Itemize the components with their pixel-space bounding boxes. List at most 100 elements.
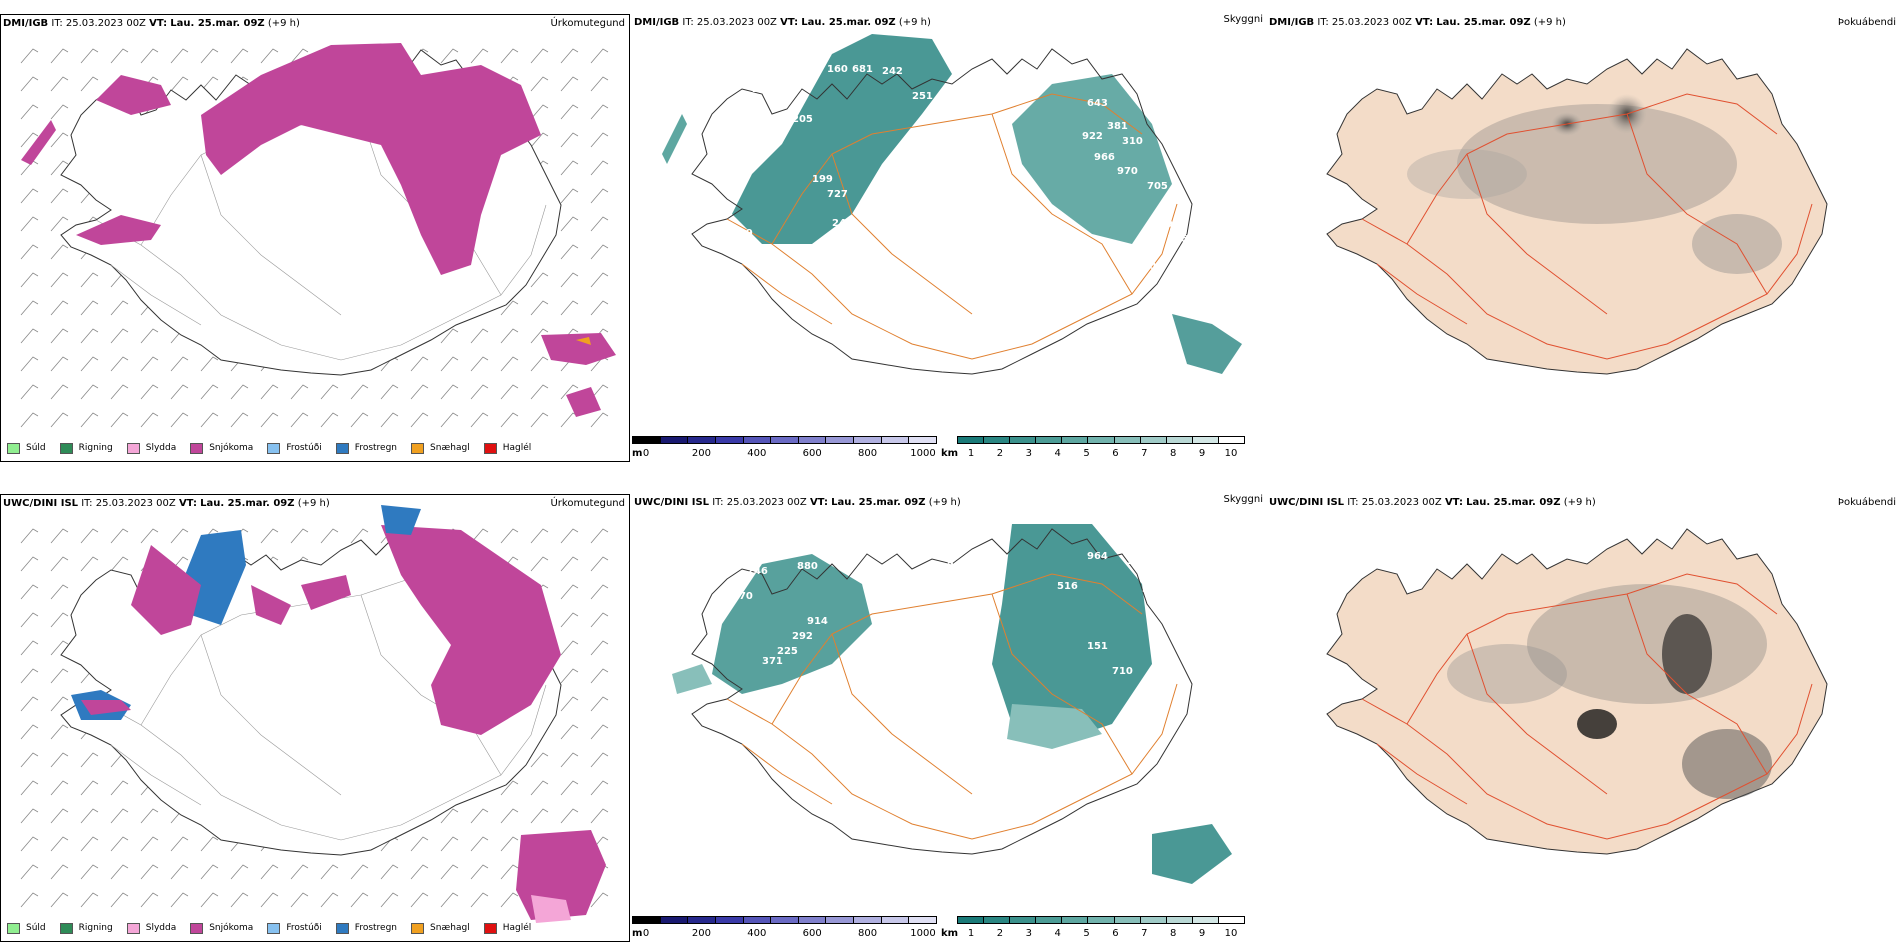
precip-type-legend: Súld Rigning Slydda Snjókoma Frostúði Frostre… [7, 921, 545, 935]
wind-barb [20, 808, 39, 824]
wind-barb [500, 528, 519, 544]
road-line [1466, 633, 1608, 795]
wind-barb [80, 272, 99, 288]
ceiling-label: 233 [1162, 201, 1183, 212]
wind-barb [50, 584, 69, 600]
ceiling-label: 643 [1087, 98, 1108, 109]
colorbar-tick: 10 [1224, 928, 1238, 939]
init-time: 25.03.2023 00Z [1331, 17, 1412, 28]
colorbar-tick: 400 [747, 928, 767, 939]
wind-barb [560, 160, 579, 176]
colorbar-tick: 1000 [910, 928, 936, 939]
wind-barb [560, 556, 579, 572]
wind-barb [50, 696, 69, 712]
legend-label: Frostregn [354, 443, 398, 453]
ceiling-label: 223 [937, 541, 958, 552]
wind-barb [320, 864, 339, 880]
wind-barb [350, 892, 369, 908]
fog-index-panel-uwc: UWC/DINI ISL IT: 25.03.2023 00Z VT: Lau.… [1267, 494, 1900, 942]
legend-swatch [59, 922, 73, 934]
colorbar-cell [771, 917, 799, 923]
wind-barb [500, 384, 519, 400]
wind-barb [140, 864, 159, 880]
legend-item: Rigning [59, 922, 113, 934]
colorbar-cell [881, 437, 910, 443]
wind-barb [20, 328, 39, 344]
ceiling-label: 470 [732, 591, 753, 602]
colorbar-unit: m [632, 448, 643, 459]
colorbar-tick: 0 [642, 448, 650, 459]
iceland-fog-map [1326, 528, 1828, 855]
colorbar-cell [743, 437, 772, 443]
colorbar-cell [660, 437, 689, 443]
wind-barb [230, 48, 249, 64]
colorbar-tick: 0 [642, 928, 650, 939]
wind-barb [50, 864, 69, 880]
colorbar-cell [688, 917, 716, 923]
wind-barb [170, 528, 189, 544]
road-line [95, 204, 547, 361]
wind-barb [560, 696, 579, 712]
wind-barb [80, 780, 99, 796]
wind-barb [50, 724, 69, 740]
wind-barb [530, 384, 549, 400]
wind-barb [500, 864, 519, 880]
visibility-colorbar: 1 2 3 4 5 6 7 8 9 10 km [941, 916, 1245, 942]
wind-barb [50, 668, 69, 684]
colorbar-unit: m [632, 928, 643, 939]
colorbar-cell [1062, 917, 1089, 923]
wind-barb [560, 528, 579, 544]
road-line [1406, 93, 1778, 245]
wind-barb [110, 808, 129, 824]
snow-area [201, 43, 541, 275]
wind-barb [50, 272, 69, 288]
wind-barb [170, 836, 189, 852]
wind-barb [140, 384, 159, 400]
wind-barb [560, 104, 579, 120]
colorbar-cell [798, 917, 827, 923]
panel-title: Úrkomutegund [550, 498, 625, 509]
colorbar-tick: 9 [1198, 448, 1206, 459]
wind-barb [200, 384, 219, 400]
road-line [1361, 203, 1813, 360]
wind-barb [20, 892, 39, 908]
iceland-fog-map [1326, 48, 1828, 375]
ceiling-label: 964 [1087, 551, 1108, 562]
wind-barb [380, 892, 399, 908]
colorbar-cell [1114, 437, 1141, 443]
legend-item: Frostregn [335, 442, 398, 454]
wind-barb [20, 48, 39, 64]
valid-time: Lau. 25.mar. 09Z [801, 17, 896, 28]
lead-time: (+9 h) [1533, 17, 1566, 28]
road-line [110, 264, 202, 326]
wind-barb [50, 300, 69, 316]
wind-barb [500, 328, 519, 344]
wind-barb [50, 160, 69, 176]
ceiling-label: 209 [1072, 751, 1093, 762]
ceiling-label: 366 [1167, 234, 1188, 245]
wind-barb [170, 48, 189, 64]
wind-barb [560, 300, 579, 316]
init-time: 25.03.2023 00Z [726, 497, 807, 508]
legend-item: Slydda [126, 922, 176, 934]
ceiling-label: 727 [827, 189, 848, 200]
legend-label: Súld [26, 923, 46, 933]
colorbar-cell [1010, 917, 1037, 923]
lead-time: (+9 h) [297, 498, 330, 509]
wind-barb [110, 556, 129, 572]
wind-barb [320, 892, 339, 908]
colorbar-tick: 200 [691, 448, 711, 459]
road-line [1361, 683, 1813, 840]
colorbar-cell [633, 437, 661, 443]
wind-barb [20, 272, 39, 288]
colorbar-cell [854, 437, 882, 443]
wind-barb [80, 752, 99, 768]
wind-barb [440, 328, 459, 344]
ceiling-label: 705 [1147, 181, 1168, 192]
wind-barb [590, 48, 609, 64]
wind-barb [590, 696, 609, 712]
colorbar-cell [633, 917, 661, 923]
legend-swatch [411, 922, 425, 934]
wind-barb [140, 412, 159, 428]
